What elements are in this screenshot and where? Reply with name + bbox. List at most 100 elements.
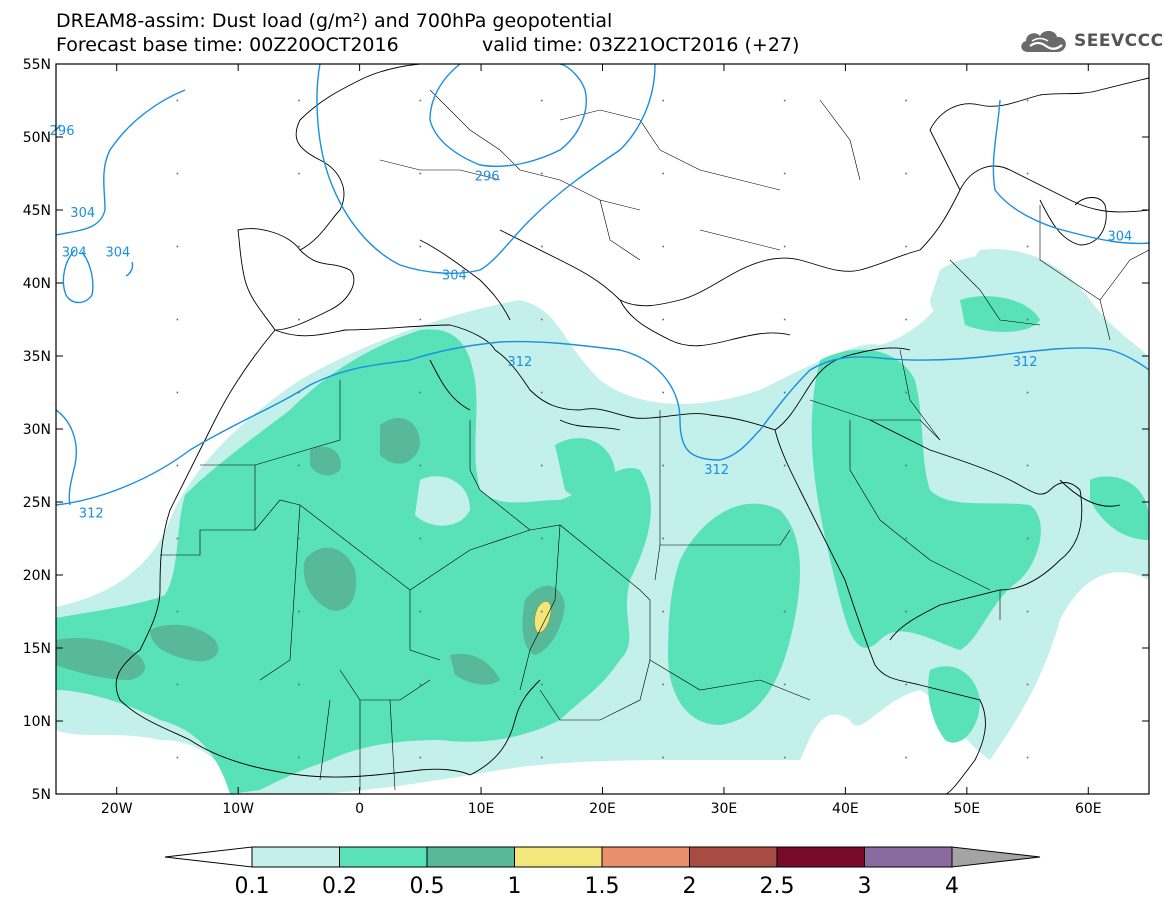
grid-dot [298, 756, 300, 759]
grid-dot [540, 391, 543, 394]
lat-tick-label: 55N [23, 57, 51, 73]
grid-dot [540, 537, 543, 540]
grid-dot [419, 756, 422, 759]
grid-dot [662, 683, 665, 686]
lat-tick-label: 35N [23, 349, 51, 365]
lon-tick-label: 10W [222, 801, 254, 817]
lat-tick-label: 25N [23, 495, 51, 511]
grid-dot [176, 610, 179, 613]
colorbar-label: 3 [858, 874, 872, 899]
valid-time: valid time: 03Z21OCT2016 (+27) [482, 34, 800, 56]
contour-label: 304 [442, 269, 467, 284]
lon-tick-label: 60E [1075, 801, 1102, 817]
grid-dot [783, 464, 786, 467]
lon-tick-label: 20W [101, 801, 133, 817]
colorbar-label: 0.1 [235, 874, 270, 899]
grid-dot [540, 318, 543, 321]
grid-dot [905, 245, 907, 248]
grid-dot [783, 391, 786, 394]
dust-load-fields [56, 249, 1149, 794]
contour-label: 312 [1013, 355, 1038, 370]
grid-dot [419, 318, 422, 321]
grid-dot [540, 756, 543, 759]
colorbar-label: 2.5 [760, 874, 795, 899]
grid-dot [783, 683, 786, 686]
graticule-dots [176, 99, 1029, 759]
grid-dot [905, 537, 907, 540]
grid-dot [419, 391, 422, 394]
colorbar-label: 4 [945, 874, 959, 899]
grid-dot [176, 537, 179, 540]
colorbar-segment [251, 846, 340, 868]
lat-tick-label: 10N [23, 714, 51, 730]
grid-dot [905, 464, 907, 467]
grid-dot [176, 172, 179, 175]
grid-dot [783, 245, 786, 248]
grid-dot [662, 318, 665, 321]
country-borders [160, 89, 1149, 791]
grid-dot [1026, 683, 1029, 686]
lat-tick-label: 5N [32, 787, 51, 803]
colorbar-segment [601, 846, 690, 868]
coastlines [115, 64, 1149, 794]
grid-dot [540, 99, 543, 102]
grid-dot [1026, 610, 1029, 613]
grid-dot [1026, 756, 1029, 759]
latitude-axis: 55N 50N 45N 40N 35N 30N 25N 20N 15N 10N 5N [23, 57, 1149, 803]
forecast-base-time: Forecast base time: 00Z20OCT2016 [56, 34, 399, 56]
grid-dot [783, 172, 786, 175]
lon-tick-label: 30E [711, 801, 738, 817]
grid-dot [905, 610, 907, 613]
grid-dot [783, 610, 786, 613]
map-title: DREAM8-assim: Dust load (g/m²) and 700hP… [56, 10, 613, 32]
grid-dot [176, 391, 179, 394]
dust-level-1 [534, 601, 552, 633]
grid-dot [905, 99, 907, 102]
seevccc-logo: SEEVCCC [1018, 24, 1164, 58]
grid-dot [783, 99, 786, 102]
grid-dot [176, 683, 179, 686]
colorbar: 0.1 0.2 0.5 1 1.5 2 2.5 3 4 [164, 846, 1041, 899]
grid-dot [1026, 464, 1029, 467]
grid-dot [298, 245, 300, 248]
grid-dot [1026, 391, 1029, 394]
longitude-axis: 20W 10W 0 10E 20E 30E 40E 50E 60E [101, 64, 1102, 817]
grid-dot [662, 464, 665, 467]
contour-label: 304 [70, 206, 95, 221]
lat-tick-label: 40N [23, 276, 51, 292]
contour-label: 304 [62, 245, 87, 260]
lon-tick-label: 0 [355, 801, 364, 817]
grid-dot [176, 464, 179, 467]
lon-tick-label: 10E [468, 801, 495, 817]
lat-tick-label: 50N [23, 130, 51, 146]
colorbar-segment [776, 846, 865, 868]
contour-label: 312 [79, 507, 104, 522]
grid-dot [298, 610, 300, 613]
lat-tick-label: 15N [23, 641, 51, 657]
grid-dot [905, 318, 907, 321]
grid-dot [176, 245, 179, 248]
contour-label: 312 [704, 463, 729, 478]
grid-dot [419, 464, 422, 467]
grid-dot [176, 99, 179, 102]
grid-dot [1026, 318, 1029, 321]
cloud-icon [1021, 30, 1066, 52]
grid-dot [298, 464, 300, 467]
contour-label: 304 [106, 245, 131, 260]
grid-dot [298, 99, 300, 102]
grid-dot [419, 99, 422, 102]
grid-dot [662, 99, 665, 102]
grid-dot [540, 464, 543, 467]
lon-tick-label: 20E [589, 801, 616, 817]
grid-dot [662, 537, 665, 540]
geopotential-contours [56, 64, 1149, 506]
grid-dot [662, 610, 665, 613]
grid-dot [1026, 99, 1029, 102]
grid-dot [176, 756, 179, 759]
colorbar-label: 1 [508, 874, 522, 899]
grid-dot [905, 172, 907, 175]
dust-level-0.2 [56, 296, 1149, 794]
grid-dot [905, 683, 907, 686]
colorbar-segment [514, 846, 603, 868]
